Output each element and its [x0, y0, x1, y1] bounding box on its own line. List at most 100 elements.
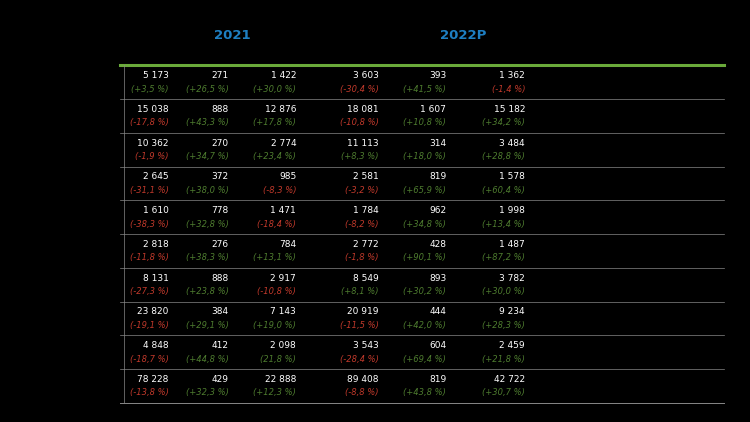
Text: (+30,2 %): (+30,2 %)	[404, 287, 446, 296]
Text: 270: 270	[211, 138, 229, 148]
Text: 778: 778	[211, 206, 229, 215]
Text: 2 581: 2 581	[353, 172, 379, 181]
Text: (-18,7 %): (-18,7 %)	[130, 354, 169, 364]
Text: (+30,0 %): (+30,0 %)	[482, 287, 525, 296]
Text: 3 603: 3 603	[352, 71, 379, 80]
Text: 1 471: 1 471	[271, 206, 296, 215]
Text: (+43,8 %): (+43,8 %)	[404, 388, 446, 398]
Text: 4 848: 4 848	[143, 341, 169, 350]
Text: 412: 412	[211, 341, 229, 350]
Text: 444: 444	[429, 307, 446, 316]
Text: 985: 985	[279, 172, 296, 181]
Text: (-1,9 %): (-1,9 %)	[135, 152, 169, 161]
Text: 89 408: 89 408	[347, 375, 379, 384]
Text: (-28,4 %): (-28,4 %)	[340, 354, 379, 364]
Text: (+90,1 %): (+90,1 %)	[404, 253, 446, 262]
Text: (-10,8 %): (-10,8 %)	[340, 118, 379, 127]
Text: (+28,8 %): (+28,8 %)	[482, 152, 525, 161]
Text: (-11,5 %): (-11,5 %)	[340, 321, 379, 330]
Text: 8 131: 8 131	[142, 273, 169, 283]
Text: 962: 962	[429, 206, 446, 215]
Text: (-13,8 %): (-13,8 %)	[130, 388, 169, 398]
Text: 12 876: 12 876	[265, 105, 296, 114]
Text: (+32,3 %): (+32,3 %)	[186, 388, 229, 398]
Text: 1 784: 1 784	[353, 206, 379, 215]
Text: 2022P: 2022P	[440, 30, 487, 42]
Text: (21,8 %): (21,8 %)	[260, 354, 296, 364]
Text: 2 459: 2 459	[500, 341, 525, 350]
Text: 429: 429	[211, 375, 229, 384]
Text: (+26,5 %): (+26,5 %)	[186, 84, 229, 94]
Text: (+10,8 %): (+10,8 %)	[404, 118, 446, 127]
Text: 1 607: 1 607	[420, 105, 446, 114]
Text: 5 173: 5 173	[142, 71, 169, 80]
Text: (-19,1 %): (-19,1 %)	[130, 321, 169, 330]
Text: 2 917: 2 917	[271, 273, 296, 283]
Text: 893: 893	[429, 273, 446, 283]
Text: 15 038: 15 038	[137, 105, 169, 114]
Text: 276: 276	[211, 240, 229, 249]
Text: (-31,1 %): (-31,1 %)	[130, 186, 169, 195]
Text: (-8,2 %): (-8,2 %)	[345, 219, 379, 229]
Text: 15 182: 15 182	[494, 105, 525, 114]
Text: 3 782: 3 782	[500, 273, 525, 283]
Text: 8 549: 8 549	[353, 273, 379, 283]
Text: 314: 314	[429, 138, 446, 148]
Text: 888: 888	[211, 273, 229, 283]
Text: (+34,8 %): (+34,8 %)	[404, 219, 446, 229]
Text: 2 098: 2 098	[271, 341, 296, 350]
Text: (-8,8 %): (-8,8 %)	[345, 388, 379, 398]
Text: (+29,1 %): (+29,1 %)	[186, 321, 229, 330]
Text: 1 610: 1 610	[142, 206, 169, 215]
Text: (+13,1 %): (+13,1 %)	[254, 253, 296, 262]
Text: (-27,3 %): (-27,3 %)	[130, 287, 169, 296]
Text: (+30,7 %): (+30,7 %)	[482, 388, 525, 398]
Text: (+38,0 %): (+38,0 %)	[186, 186, 229, 195]
Text: 784: 784	[279, 240, 296, 249]
Text: (+87,2 %): (+87,2 %)	[482, 253, 525, 262]
Text: (+23,4 %): (+23,4 %)	[254, 152, 296, 161]
Text: (+23,8 %): (+23,8 %)	[186, 287, 229, 296]
Text: (+18,0 %): (+18,0 %)	[404, 152, 446, 161]
Text: 428: 428	[429, 240, 446, 249]
Text: 1 487: 1 487	[500, 240, 525, 249]
Text: 20 919: 20 919	[347, 307, 379, 316]
Text: 2 645: 2 645	[143, 172, 169, 181]
Text: (-17,8 %): (-17,8 %)	[130, 118, 169, 127]
Text: (+34,7 %): (+34,7 %)	[186, 152, 229, 161]
Text: (+41,5 %): (+41,5 %)	[404, 84, 446, 94]
Text: (+8,1 %): (+8,1 %)	[341, 287, 379, 296]
Text: (-3,2 %): (-3,2 %)	[345, 186, 379, 195]
Text: 42 722: 42 722	[494, 375, 525, 384]
Text: (-8,3 %): (-8,3 %)	[262, 186, 296, 195]
Text: (+17,8 %): (+17,8 %)	[254, 118, 296, 127]
Text: (+21,8 %): (+21,8 %)	[482, 354, 525, 364]
Text: 2 774: 2 774	[271, 138, 296, 148]
Text: (-1,4 %): (-1,4 %)	[491, 84, 525, 94]
Text: (-10,8 %): (-10,8 %)	[257, 287, 296, 296]
Text: 819: 819	[429, 375, 446, 384]
Text: 23 820: 23 820	[137, 307, 169, 316]
Text: 2 818: 2 818	[143, 240, 169, 249]
Text: 3 543: 3 543	[353, 341, 379, 350]
Text: (+44,8 %): (+44,8 %)	[186, 354, 229, 364]
Text: 819: 819	[429, 172, 446, 181]
Text: (+3,5 %): (+3,5 %)	[131, 84, 169, 94]
Text: (-30,4 %): (-30,4 %)	[340, 84, 379, 94]
Text: 1 998: 1 998	[500, 206, 525, 215]
Text: (+12,3 %): (+12,3 %)	[254, 388, 296, 398]
Text: 22 888: 22 888	[265, 375, 296, 384]
Text: (+32,8 %): (+32,8 %)	[186, 219, 229, 229]
Text: (+8,3 %): (+8,3 %)	[341, 152, 379, 161]
Text: 11 113: 11 113	[347, 138, 379, 148]
Text: 1 422: 1 422	[271, 71, 296, 80]
Text: (+65,9 %): (+65,9 %)	[404, 186, 446, 195]
Text: (+19,0 %): (+19,0 %)	[254, 321, 296, 330]
Text: 3 484: 3 484	[500, 138, 525, 148]
Text: (-38,3 %): (-38,3 %)	[130, 219, 169, 229]
Text: (-18,4 %): (-18,4 %)	[257, 219, 296, 229]
Text: (-11,8 %): (-11,8 %)	[130, 253, 169, 262]
Text: (+69,4 %): (+69,4 %)	[404, 354, 446, 364]
Text: 2021: 2021	[214, 30, 250, 42]
Text: 18 081: 18 081	[347, 105, 379, 114]
